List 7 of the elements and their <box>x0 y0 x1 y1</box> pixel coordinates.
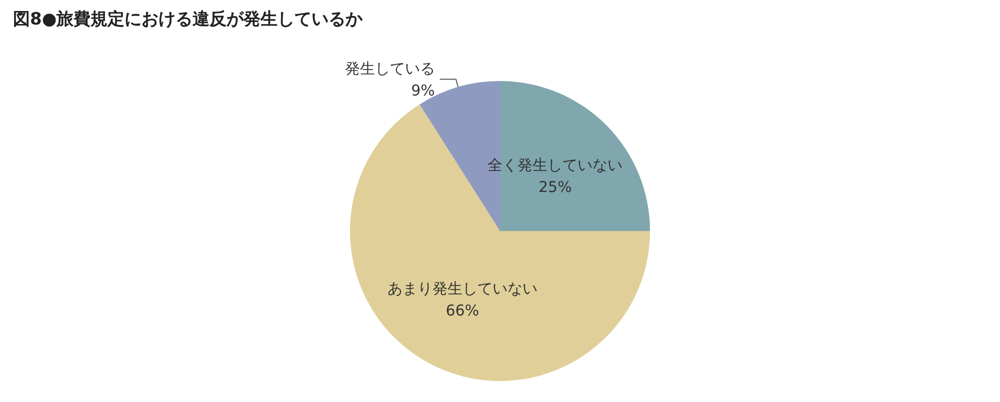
slice-label: 全く発生していない <box>488 156 623 174</box>
text: 図8●旅費規定における違反が発生しているか <box>13 10 364 30</box>
data-label: 66% <box>446 301 480 320</box>
slice-label: あまり発生していない <box>387 279 538 298</box>
slice-label: 発生している <box>344 59 435 78</box>
data-label: 9% <box>411 81 435 100</box>
data-label: 25% <box>538 178 572 196</box>
